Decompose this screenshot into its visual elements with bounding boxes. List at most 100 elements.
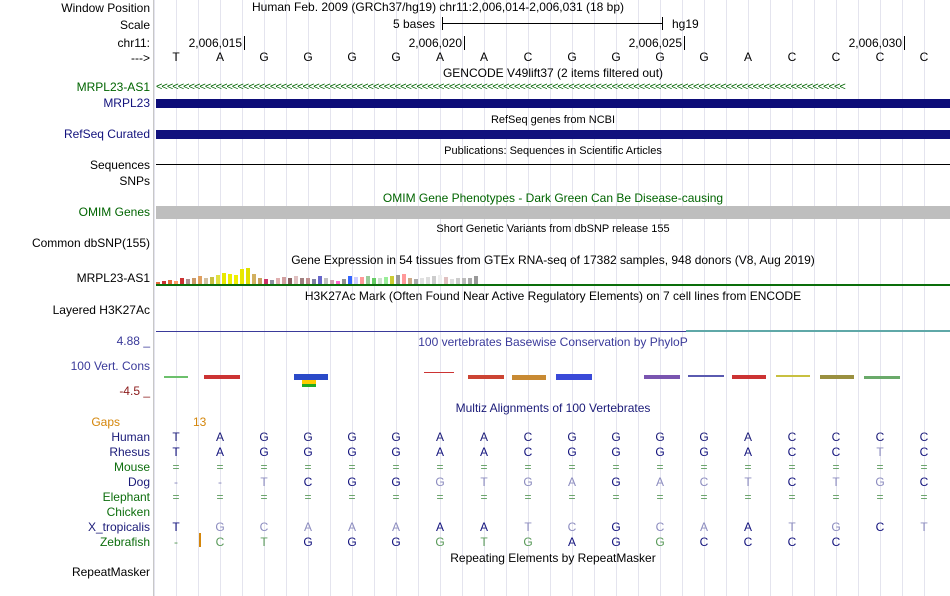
species-label-dog[interactable]: Dog bbox=[127, 475, 150, 489]
aligned-base: G bbox=[435, 475, 445, 489]
gtex-tissue-bar[interactable] bbox=[222, 273, 226, 284]
species-label-chicken[interactable]: Chicken bbox=[106, 505, 150, 519]
scale-bar-left-label: 5 bases bbox=[393, 17, 436, 31]
track-label-sequences[interactable]: Sequences bbox=[89, 158, 150, 172]
species-label-elephant[interactable]: Elephant bbox=[102, 490, 150, 504]
species-label-x_tropicalis[interactable]: X_tropicalis bbox=[87, 520, 150, 534]
mrpl23-as1-gene-feature[interactable]: <<<<<<<<<<<<<<<<<<<<<<<<<<<<<<<<<<<<<<<<… bbox=[156, 81, 846, 93]
species-label-human[interactable]: Human bbox=[111, 430, 150, 444]
gtex-tissue-bar[interactable] bbox=[444, 277, 448, 284]
genome-browser-track-area[interactable]: Human Feb. 2009 (GRCh37/hg19) chr11:2,00… bbox=[154, 0, 950, 596]
aligned-base: = bbox=[700, 460, 708, 474]
gtex-tissue-bar[interactable] bbox=[234, 275, 238, 284]
gtex-tissue-bar[interactable] bbox=[264, 279, 268, 284]
gtex-tissue-bar[interactable] bbox=[240, 269, 244, 284]
gtex-tissue-bar[interactable] bbox=[414, 279, 418, 284]
track-label-refseq-curated[interactable]: RefSeq Curated bbox=[63, 127, 150, 141]
gtex-tissue-bar[interactable] bbox=[330, 280, 334, 284]
gtex-tissue-bar[interactable] bbox=[324, 278, 328, 284]
aligned-base: A bbox=[567, 475, 576, 489]
gtex-tissue-bar[interactable] bbox=[402, 274, 406, 284]
gtex-tissue-bar[interactable] bbox=[366, 276, 370, 284]
gtex-tissue-bar[interactable] bbox=[360, 277, 364, 284]
gtex-tissue-bar[interactable] bbox=[252, 274, 256, 284]
scale-label: Scale bbox=[119, 18, 150, 32]
aligned-base: T bbox=[744, 475, 752, 489]
sequences-feature-line[interactable] bbox=[156, 164, 950, 165]
gtex-tissue-bar[interactable] bbox=[390, 276, 394, 284]
gtex-tissue-bar[interactable] bbox=[246, 268, 250, 284]
aligned-base: A bbox=[479, 445, 488, 459]
gridline bbox=[506, 0, 507, 596]
refseq-gene-feature[interactable] bbox=[156, 130, 950, 139]
track-label-gtex[interactable]: MRPL23-AS1 bbox=[76, 271, 150, 285]
gtex-tissue-bar[interactable] bbox=[456, 278, 460, 284]
track-label-h3k27ac[interactable]: Layered H3K27Ac bbox=[52, 303, 150, 317]
gridline bbox=[330, 0, 331, 596]
gridline bbox=[198, 0, 199, 596]
gtex-tissue-bar[interactable] bbox=[420, 278, 424, 284]
gtex-tissue-bar[interactable] bbox=[270, 280, 274, 284]
track-label-mrpl23[interactable]: MRPL23 bbox=[103, 96, 150, 110]
gtex-tissue-bar[interactable] bbox=[432, 276, 436, 284]
omim-gene-feature[interactable] bbox=[156, 206, 950, 219]
species-label-zebrafish[interactable]: Zebrafish bbox=[99, 535, 150, 549]
gtex-tissue-bar[interactable] bbox=[228, 274, 232, 284]
gtex-tissue-bar[interactable] bbox=[258, 278, 262, 284]
gtex-tissue-bar[interactable] bbox=[354, 277, 358, 284]
gtex-tissue-bar[interactable] bbox=[288, 278, 292, 284]
track-label-repeatmasker[interactable]: RepeatMasker bbox=[71, 565, 150, 579]
gtex-tissue-bar[interactable] bbox=[462, 278, 466, 284]
species-label-mouse[interactable]: Mouse bbox=[113, 460, 150, 474]
gtex-tissue-bar[interactable] bbox=[348, 276, 352, 284]
gtex-tissue-bar[interactable] bbox=[204, 278, 208, 284]
conservation-logo-track[interactable] bbox=[156, 368, 950, 392]
gtex-tissue-bar[interactable] bbox=[378, 278, 382, 284]
gtex-tissue-bar[interactable] bbox=[438, 275, 442, 284]
aligned-base: A bbox=[435, 445, 444, 459]
gtex-tissue-bar[interactable] bbox=[156, 282, 160, 284]
aligned-base: T bbox=[172, 430, 180, 444]
track-label-dbsnp[interactable]: Common dbSNP(155) bbox=[31, 236, 150, 250]
gtex-tissue-bar[interactable] bbox=[426, 277, 430, 284]
species-label-rhesus[interactable]: Rhesus bbox=[109, 445, 150, 459]
gtex-tissue-bar[interactable] bbox=[216, 275, 220, 284]
gtex-tissue-bar[interactable] bbox=[294, 276, 298, 284]
track-label-snps[interactable]: SNPs bbox=[119, 174, 150, 188]
track-label-omim-genes[interactable]: OMIM Genes bbox=[78, 205, 150, 219]
gtex-tissue-bar[interactable] bbox=[168, 280, 172, 284]
gtex-expression-bars[interactable] bbox=[156, 268, 536, 284]
gtex-tissue-bar[interactable] bbox=[162, 281, 166, 284]
mrpl23-gene-feature[interactable] bbox=[156, 99, 950, 108]
track-label-mrpl23-as1[interactable]: MRPL23-AS1 bbox=[76, 80, 150, 94]
gtex-tissue-bar[interactable] bbox=[342, 279, 346, 284]
gtex-tissue-bar[interactable] bbox=[186, 279, 190, 284]
gtex-tissue-bar[interactable] bbox=[384, 277, 388, 284]
gridline bbox=[220, 0, 221, 596]
gtex-tissue-bar[interactable] bbox=[300, 278, 304, 284]
gtex-tissue-bar[interactable] bbox=[318, 276, 322, 284]
gtex-tissue-bar[interactable] bbox=[474, 276, 478, 284]
gtex-tissue-bar[interactable] bbox=[336, 281, 340, 284]
aligned-base: G bbox=[435, 535, 445, 549]
gtex-tissue-bar[interactable] bbox=[408, 278, 412, 284]
aligned-base: = bbox=[392, 490, 400, 504]
gtex-tissue-bar[interactable] bbox=[396, 275, 400, 284]
gtex-tissue-bar[interactable] bbox=[372, 278, 376, 284]
gtex-tissue-bar[interactable] bbox=[198, 276, 202, 284]
gtex-tissue-bar[interactable] bbox=[174, 281, 178, 284]
gtex-tissue-bar[interactable] bbox=[282, 277, 286, 284]
gtex-tissue-bar[interactable] bbox=[450, 279, 454, 284]
aligned-base: C bbox=[831, 535, 841, 549]
reference-base: G bbox=[699, 50, 709, 64]
cons-mark bbox=[556, 374, 592, 380]
gtex-tissue-bar[interactable] bbox=[180, 278, 184, 284]
gtex-tissue-bar[interactable] bbox=[312, 279, 316, 284]
gtex-tissue-bar[interactable] bbox=[276, 278, 280, 284]
gtex-tissue-bar[interactable] bbox=[210, 277, 214, 284]
gtex-tissue-bar[interactable] bbox=[192, 278, 196, 284]
track-label-vert-cons[interactable]: 100 Vert. Cons bbox=[70, 359, 150, 373]
gtex-tissue-bar[interactable] bbox=[468, 278, 472, 284]
gtex-tissue-bar[interactable] bbox=[306, 278, 310, 284]
reference-base: G bbox=[611, 50, 621, 64]
